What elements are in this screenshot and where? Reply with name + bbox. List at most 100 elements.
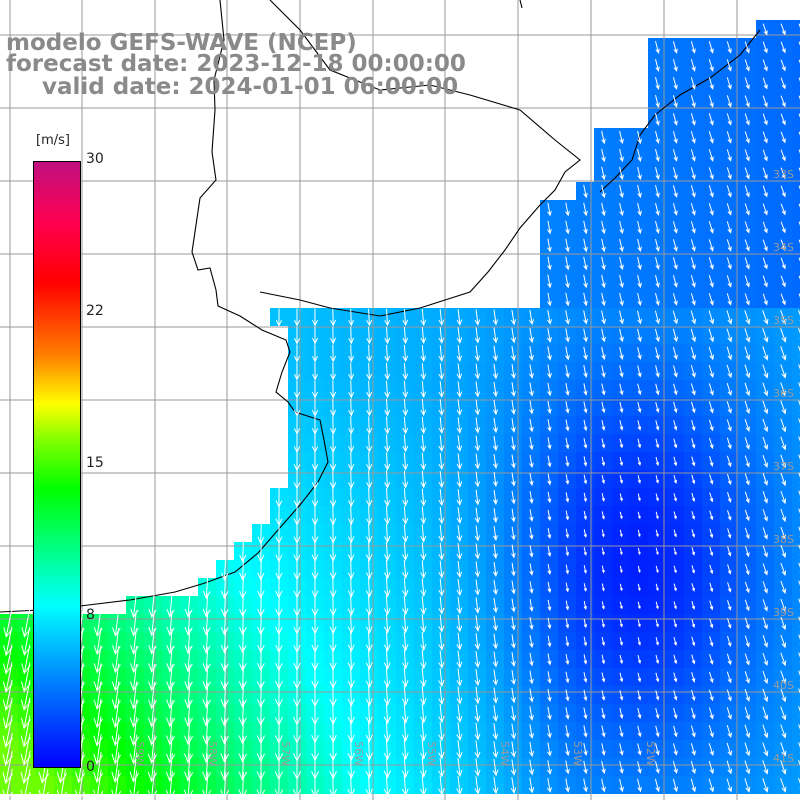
wind-arrow <box>366 308 373 327</box>
wind-arrow <box>546 760 552 775</box>
wind-arrow <box>456 632 463 651</box>
wind-arrow <box>239 540 247 563</box>
wind-arrow <box>529 634 534 649</box>
wind-arrow <box>619 456 624 467</box>
wind-arrow <box>619 292 624 307</box>
wind-arrow <box>708 760 714 775</box>
wind-arrow <box>726 293 732 306</box>
wind-arrow <box>347 452 355 472</box>
wind-speed-cell <box>792 362 800 380</box>
wind-arrow <box>601 130 606 145</box>
wind-arrow <box>438 614 445 633</box>
wind-arrow <box>708 41 714 54</box>
wind-arrow <box>220 664 229 691</box>
wind-arrow <box>727 600 732 611</box>
wind-arrow <box>329 773 338 798</box>
wind-arrow <box>347 773 355 798</box>
wind-arrow <box>708 95 714 108</box>
wind-arrow <box>655 238 660 253</box>
wind-arrow <box>655 220 660 235</box>
wind-arrow <box>547 509 552 522</box>
wind-arrow <box>474 381 481 398</box>
wind-arrow <box>601 310 606 325</box>
wind-arrow <box>383 541 391 562</box>
wind-arrow <box>690 275 696 288</box>
wind-arrow <box>726 59 732 72</box>
wind-arrow <box>601 184 606 199</box>
wind-arrow <box>798 760 800 772</box>
wind-arrow <box>673 401 678 414</box>
wind-arrow <box>565 671 570 684</box>
wind-arrow <box>438 345 445 362</box>
wind-arrow <box>456 561 463 579</box>
wind-arrow <box>365 666 373 689</box>
wind-arrow <box>708 383 714 396</box>
wind-arrow <box>655 365 660 378</box>
wind-arrow <box>708 203 714 216</box>
wind-speed-cell <box>792 470 800 488</box>
wind-arrow <box>780 203 786 216</box>
wind-arrow <box>528 741 535 758</box>
wind-arrow <box>762 635 768 648</box>
wind-arrow <box>744 203 750 216</box>
wind-arrow <box>655 583 659 592</box>
wind-arrow <box>547 238 552 253</box>
wind-arrow <box>619 202 624 217</box>
wind-arrow <box>690 743 696 756</box>
wind-arrow <box>619 148 624 163</box>
wind-arrow <box>492 345 499 362</box>
wind-arrow <box>673 690 678 701</box>
wind-arrow <box>438 542 445 561</box>
wind-arrow <box>474 417 481 434</box>
wind-arrow <box>672 293 678 306</box>
wind-arrow <box>238 665 247 690</box>
wind-arrow <box>780 544 787 558</box>
wind-arrow <box>438 488 445 507</box>
wind-arrow <box>601 565 605 574</box>
wind-arrow <box>329 416 337 435</box>
wind-arrow <box>762 346 769 361</box>
wind-arrow <box>690 77 696 90</box>
wind-arrow <box>384 470 391 489</box>
wind-arrow <box>383 774 391 797</box>
wind-arrow <box>238 736 248 763</box>
wind-arrow <box>637 274 642 289</box>
wind-arrow <box>565 346 570 361</box>
wind-arrow <box>744 239 750 252</box>
wind-arrow <box>220 629 229 654</box>
wind-arrow <box>384 326 391 345</box>
wind-arrow <box>402 560 409 580</box>
wind-arrow <box>547 546 552 558</box>
wind-arrow <box>256 772 266 799</box>
wind-arrow <box>583 492 588 503</box>
wind-arrow <box>438 452 445 471</box>
wind-arrow <box>456 668 463 687</box>
wind-arrow <box>438 506 445 525</box>
wind-arrow <box>691 601 696 610</box>
wind-arrow <box>601 707 606 720</box>
wind-arrow <box>419 703 427 724</box>
wind-arrow <box>726 437 732 450</box>
wind-arrow <box>565 238 570 253</box>
wind-arrow <box>601 619 605 628</box>
wind-arrow <box>798 598 800 609</box>
wind-arrow <box>546 310 552 325</box>
wind-arrow <box>744 113 750 126</box>
wind-speed-cell <box>792 632 800 650</box>
wind-arrow <box>529 581 534 594</box>
wind-arrow <box>744 310 751 325</box>
wind-arrow <box>365 649 373 671</box>
wind-arrow <box>456 489 463 506</box>
wind-arrow <box>637 547 641 556</box>
wind-arrow <box>601 148 606 163</box>
wind-arrow <box>510 687 516 704</box>
title-forecast-date: forecast date: 2023-12-18 00:00:00 <box>6 51 466 77</box>
wind-arrow <box>726 724 732 738</box>
wind-arrow <box>762 473 768 486</box>
wind-arrow <box>744 545 750 558</box>
wind-arrow <box>780 310 787 325</box>
wind-arrow <box>474 633 481 650</box>
wind-arrow <box>111 752 122 783</box>
wind-arrow <box>654 778 660 793</box>
wind-arrow <box>402 595 409 616</box>
